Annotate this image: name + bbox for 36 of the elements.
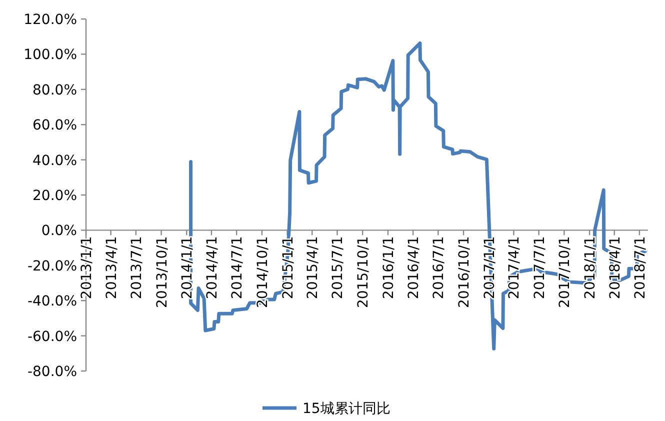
y-tick-label: 80.0% bbox=[32, 82, 77, 98]
y-tick-label: -40.0% bbox=[27, 294, 77, 310]
x-tick-label: 2018/4/1 bbox=[607, 236, 624, 300]
y-tick-label: -60.0% bbox=[27, 328, 77, 345]
y-tick-label: 100.0% bbox=[24, 47, 77, 64]
x-tick-label: 2014/7/1 bbox=[230, 236, 246, 300]
x-tick-label: 2014/10/1 bbox=[254, 236, 271, 308]
x-tick-label: 2015/4/1 bbox=[305, 236, 322, 300]
x-tick-label: 2015/10/1 bbox=[356, 236, 372, 308]
x-tick-label: 2016/4/1 bbox=[406, 236, 422, 300]
x-tick-label: 2017/1/1 bbox=[482, 236, 498, 300]
x-tick-label: 2018/1/1 bbox=[582, 236, 599, 300]
x-tick-label: 2017/4/1 bbox=[506, 236, 523, 300]
x-tick-label: 2018/7/1 bbox=[632, 236, 648, 300]
x-tick-label: 2014/1/1 bbox=[180, 236, 196, 300]
x-tick-label: 2014/4/1 bbox=[204, 236, 220, 300]
y-tick-label: -20.0% bbox=[27, 258, 77, 274]
x-tick-label: 2017/10/1 bbox=[557, 236, 574, 308]
y-tick-label: -80.0% bbox=[27, 364, 77, 380]
x-tick-label: 2017/7/1 bbox=[532, 236, 548, 300]
x-tick-label: 2016/10/1 bbox=[456, 236, 473, 308]
x-tick-label: 2013/1/1 bbox=[79, 236, 95, 300]
legend: 15城累计同比 bbox=[262, 401, 390, 417]
x-tick-label: 2016/7/1 bbox=[431, 236, 448, 300]
y-tick-label: 0.0% bbox=[41, 223, 77, 240]
y-tick-label: 40.0% bbox=[32, 152, 77, 169]
legend-label: 15城累计同比 bbox=[302, 401, 390, 417]
x-tick-label: 2016/1/1 bbox=[380, 236, 397, 300]
x-tick-label: 2015/1/1 bbox=[280, 236, 296, 300]
y-tick-label: 60.0% bbox=[32, 118, 77, 134]
x-tick-label: 2013/10/1 bbox=[154, 236, 170, 308]
x-tick-label: 2015/7/1 bbox=[330, 236, 346, 300]
x-tick-label: 2013/7/1 bbox=[128, 236, 145, 300]
y-tick-label: 120.0% bbox=[24, 12, 77, 28]
x-tick-label: 2013/4/1 bbox=[104, 236, 120, 300]
y-tick-label: 20.0% bbox=[32, 188, 77, 204]
